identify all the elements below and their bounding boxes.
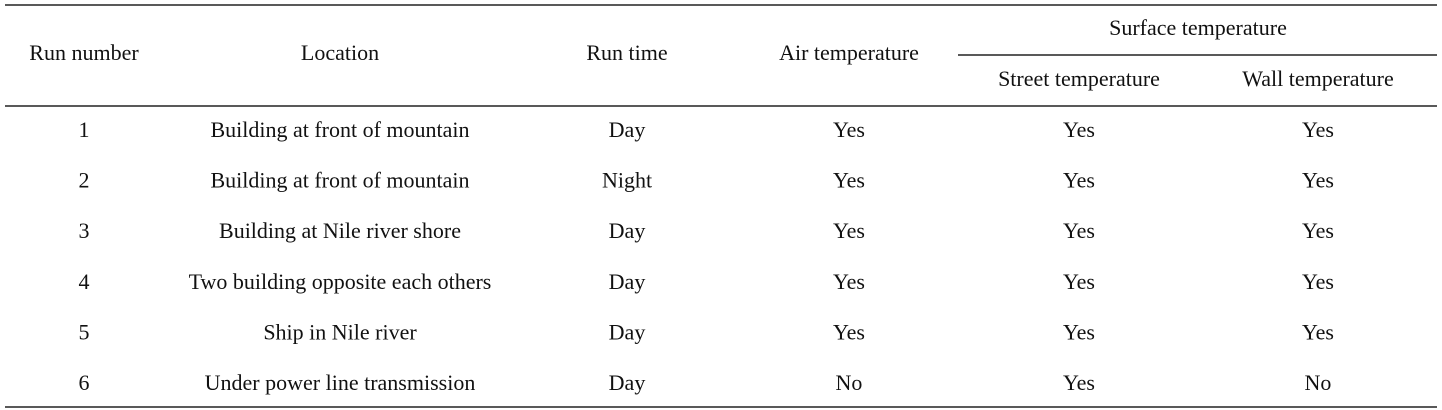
header-cell: Run time	[586, 40, 667, 65]
cell: No	[836, 370, 863, 395]
cell: Building at front of mountain	[210, 117, 469, 142]
cell: Yes	[833, 168, 865, 193]
cell: Building at front of mountain	[210, 168, 469, 193]
cell: Under power line transmission	[205, 370, 476, 395]
cell: Yes	[1302, 168, 1334, 193]
cell: Day	[609, 370, 646, 395]
subheader-cell: Wall temperature	[1242, 66, 1394, 91]
cell: Yes	[1063, 168, 1095, 193]
cell: Yes	[1302, 218, 1334, 243]
cell: Yes	[1302, 117, 1334, 142]
cell: Day	[609, 319, 646, 344]
cell: Yes	[833, 218, 865, 243]
cell: Yes	[833, 269, 865, 294]
cell: Yes	[833, 319, 865, 344]
cell: Yes	[1063, 269, 1095, 294]
cell: Day	[609, 218, 646, 243]
cell: Building at Nile river shore	[219, 218, 461, 243]
cell: Yes	[1302, 269, 1334, 294]
header-cell: Air temperature	[779, 40, 919, 65]
cell: Yes	[1063, 319, 1095, 344]
cell: 5	[79, 319, 90, 344]
cell: Yes	[1302, 319, 1334, 344]
cell: Yes	[1063, 218, 1095, 243]
cell: 3	[79, 218, 90, 243]
cell: Yes	[1063, 117, 1095, 142]
cell: 2	[79, 168, 90, 193]
cell: 1	[79, 117, 90, 142]
cell: Day	[609, 269, 646, 294]
cell: Day	[609, 117, 646, 142]
cell: Two building opposite each others	[189, 269, 492, 294]
header-cell: Location	[301, 40, 379, 65]
cell: 6	[79, 370, 90, 395]
group-header: Surface temperature	[1109, 15, 1287, 40]
header-cell: Run number	[29, 40, 139, 65]
cell: Ship in Nile river	[263, 319, 417, 344]
subheader-cell: Street temperature	[998, 66, 1160, 91]
cell: Night	[602, 168, 652, 193]
cell: 4	[79, 269, 90, 294]
cell: Yes	[1063, 370, 1095, 395]
cell: No	[1305, 370, 1332, 395]
cell: Yes	[833, 117, 865, 142]
